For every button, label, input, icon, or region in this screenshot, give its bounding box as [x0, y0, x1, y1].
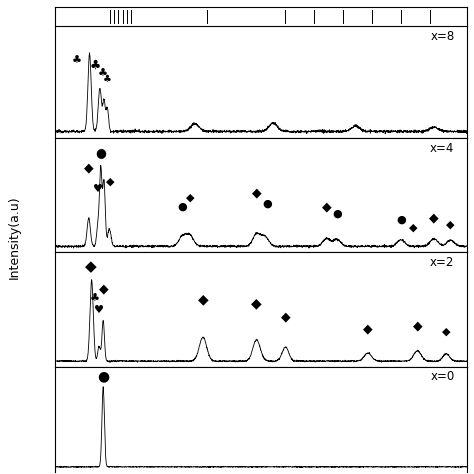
- Text: ◆: ◆: [429, 211, 439, 224]
- Text: ◆: ◆: [83, 161, 93, 174]
- Text: ◆: ◆: [322, 200, 331, 213]
- Text: ♣: ♣: [103, 74, 112, 84]
- Text: x=8: x=8: [430, 29, 455, 43]
- Text: x=2: x=2: [430, 256, 455, 269]
- Text: ◆: ◆: [281, 310, 290, 323]
- Text: ◆: ◆: [442, 327, 450, 337]
- Text: ♣: ♣: [97, 69, 107, 79]
- Text: ◆: ◆: [106, 177, 114, 187]
- Text: ●: ●: [177, 202, 187, 212]
- Text: ◆: ◆: [446, 219, 455, 229]
- Text: ◆: ◆: [409, 222, 418, 232]
- Text: ●: ●: [262, 199, 272, 209]
- Text: ◆: ◆: [85, 259, 97, 274]
- Text: ♣: ♣: [72, 56, 82, 66]
- Text: ◆: ◆: [251, 297, 262, 310]
- Text: ♥: ♥: [94, 305, 104, 315]
- Text: ◆: ◆: [185, 193, 194, 203]
- Text: ♥: ♥: [93, 184, 103, 194]
- Text: x=0: x=0: [430, 370, 455, 383]
- Text: ●: ●: [332, 208, 342, 218]
- Text: ●: ●: [95, 146, 106, 159]
- Text: ●: ●: [97, 370, 109, 384]
- Text: ◆: ◆: [198, 292, 208, 306]
- Text: ◆: ◆: [252, 186, 261, 199]
- Text: ◆: ◆: [99, 282, 109, 295]
- Text: ♣: ♣: [90, 294, 100, 304]
- Text: ♣: ♣: [89, 59, 100, 72]
- Text: Intensity(a.u): Intensity(a.u): [8, 195, 21, 279]
- Text: ◆: ◆: [412, 319, 422, 332]
- Text: ◆: ◆: [363, 322, 373, 335]
- Text: ●: ●: [396, 215, 406, 225]
- Text: x=4: x=4: [430, 142, 455, 155]
